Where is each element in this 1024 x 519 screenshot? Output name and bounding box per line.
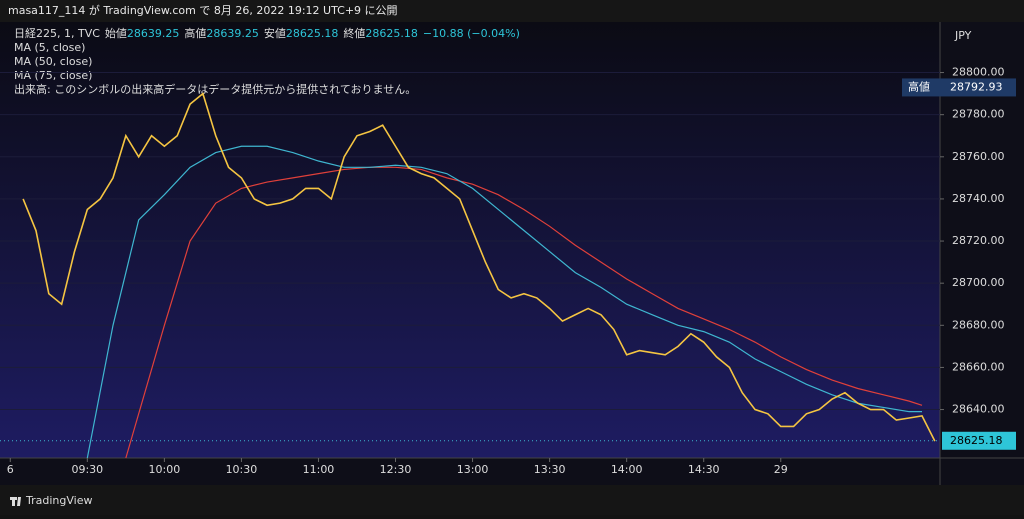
legend: 日経225, 1, TVC 始値28639.25 高値28639.25 安値28625… <box>14 26 520 96</box>
plot-area <box>0 22 940 458</box>
y-tick-label: 28720.00 <box>952 234 1005 247</box>
currency: JPY <box>954 29 972 42</box>
legend-item: 終値 <box>343 26 365 40</box>
x-tick-label: 12:30 <box>380 463 412 476</box>
y-tick-label: 28760.00 <box>952 150 1005 163</box>
legend-ohlc: 日経225, 1, TVC 始値28639.25 高値28639.25 安値28625… <box>14 26 520 40</box>
legend-item: 28639.25 <box>127 27 180 40</box>
top-bar <box>0 0 1024 22</box>
y-tick-label: 28660.00 <box>952 360 1005 373</box>
legend-item: 28625.18 <box>286 27 339 40</box>
legend-entry: MA (50, close) <box>14 55 92 68</box>
y-tick-label: 28740.00 <box>952 192 1005 205</box>
legend-item: 28639.25 <box>206 27 259 40</box>
day-high-tag <box>902 78 1016 97</box>
time-axis <box>0 458 940 485</box>
legend-item: 安値 <box>264 26 286 40</box>
day-high-name: 高値 <box>908 79 930 93</box>
brand-logo <box>10 497 21 506</box>
x-tick-label: 13:00 <box>457 463 489 476</box>
price-line <box>125 166 923 459</box>
legend-entry: MA (5, close) <box>14 41 85 54</box>
legend-item: 始値 <box>105 26 127 40</box>
x-tick-label: 09:30 <box>71 463 103 476</box>
brand: TradingView <box>25 494 92 507</box>
y-tick-label: 28640.00 <box>952 403 1005 416</box>
volume-note: 出来高: このシンボルの出来高データはデータ提供元から提供されておりません。 <box>14 82 416 96</box>
x-tick-label: 10:00 <box>149 463 181 476</box>
legend-item: 28625.18 <box>365 27 418 40</box>
y-tick-label: 28800.00 <box>952 66 1005 79</box>
x-tick-label: 13:30 <box>534 463 566 476</box>
y-tick-label: 28780.00 <box>952 108 1005 121</box>
day-high-label: 28792.93 <box>950 80 1003 93</box>
x-tick-label: 14:30 <box>688 463 720 476</box>
x-tick-label: 10:30 <box>226 463 258 476</box>
publish-note: masa117_114 が TradingView.com で 8月 26, 2… <box>8 3 398 17</box>
x-tick-label: 6 <box>7 463 14 476</box>
y-tick-label: 28680.00 <box>952 318 1005 331</box>
last-price-label: 28625.18 <box>950 434 1003 447</box>
x-tick-label: 14:00 <box>611 463 643 476</box>
price-line <box>22 92 936 442</box>
y-tick-label: 28700.00 <box>952 276 1005 289</box>
footer <box>0 485 1024 515</box>
legend-item: 日経225, 1, TVC <box>14 27 100 40</box>
x-tick-label: 11:00 <box>303 463 335 476</box>
legend-item: 高値 <box>184 26 206 40</box>
x-tick-label: 29 <box>774 463 788 476</box>
price-axis <box>940 22 1024 485</box>
last-price-tag <box>942 431 1016 450</box>
legend-entry: MA (75, close) <box>14 69 92 82</box>
price-line <box>86 145 923 459</box>
legend-item: −10.88 (−0.04%) <box>423 27 520 40</box>
